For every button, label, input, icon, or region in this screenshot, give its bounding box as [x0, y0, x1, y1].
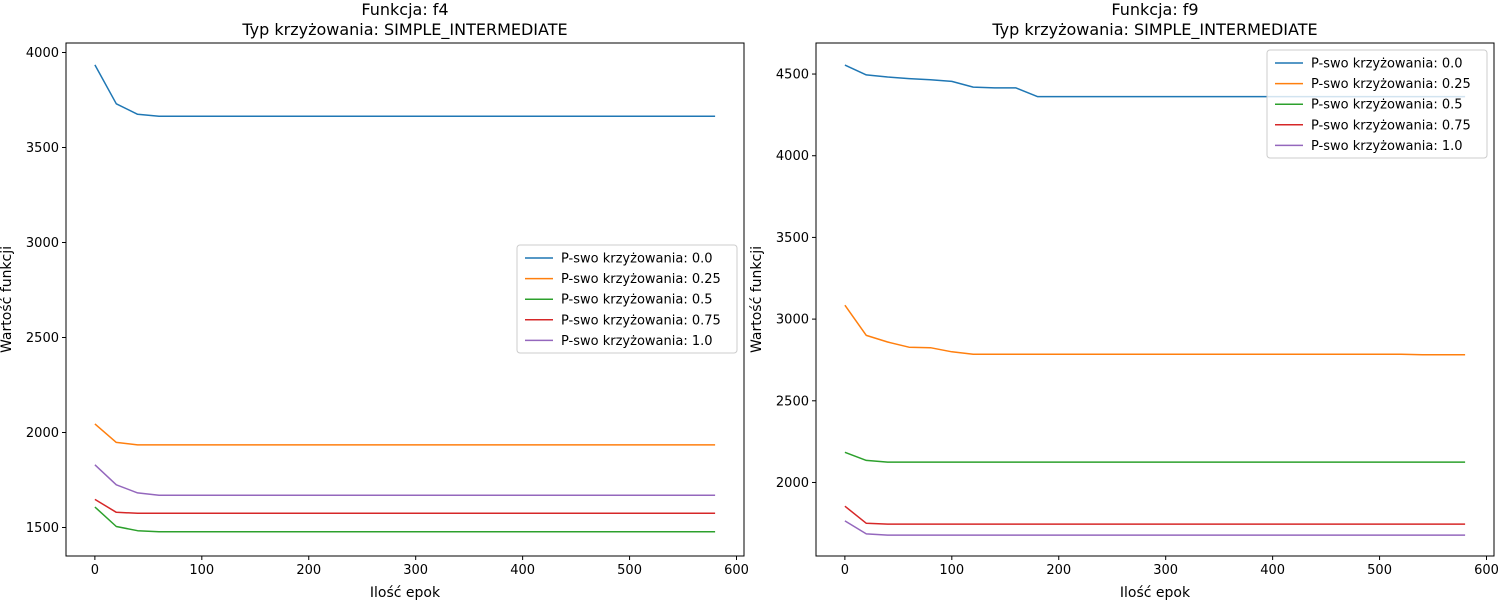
- y-tick-label: 3500: [776, 231, 809, 246]
- chart-subtitle: Typ krzyżowania: SIMPLE_INTERMEDIATE: [241, 20, 567, 40]
- x-tick-label: 500: [617, 563, 642, 578]
- series-line-4: [844, 505, 1466, 525]
- x-tick-label: 600: [1474, 563, 1499, 578]
- x-tick-label: 300: [403, 563, 428, 578]
- legend-label: P-swo krzyżowania: 0.75: [1311, 118, 1471, 133]
- series-line-2: [844, 304, 1466, 356]
- y-axis-label: Wartość funkcji: [749, 246, 765, 353]
- x-tick-label: 500: [1367, 563, 1392, 578]
- y-tick-label: 2000: [776, 476, 809, 491]
- legend-label: P-swo krzyżowania: 1.0: [561, 334, 713, 349]
- x-tick-label: 100: [939, 563, 964, 578]
- series-line-2: [94, 423, 716, 446]
- x-axis-label: Ilość epok: [370, 585, 441, 600]
- legend-label: P-swo krzyżowania: 0.5: [561, 293, 713, 308]
- legend-label: P-swo krzyżowania: 0.5: [1311, 98, 1463, 113]
- legend-label: P-swo krzyżowania: 0.0: [1311, 57, 1463, 72]
- y-tick-label: 1500: [26, 521, 59, 536]
- legend: P-swo krzyżowania: 0.0 P-swo krzyżowania:…: [516, 244, 738, 354]
- y-axis-label: Wartość funkcji: [0, 246, 15, 353]
- chart-title: Funkcja: f4: [361, 0, 448, 19]
- x-tick-label: 400: [510, 563, 535, 578]
- x-tick-label: 600: [724, 563, 749, 578]
- legend-label: P-swo krzyżowania: 0.25: [561, 272, 721, 287]
- x-tick-label: 200: [1046, 563, 1071, 578]
- chart-subtitle: Typ krzyżowania: SIMPLE_INTERMEDIATE: [991, 20, 1317, 40]
- series-line-3: [844, 451, 1466, 463]
- x-axis-label: Ilość epok: [1120, 585, 1191, 600]
- series-line-3: [94, 506, 716, 533]
- y-tick-label: 3000: [776, 313, 809, 328]
- legend-label: P-swo krzyżowania: 1.0: [1311, 139, 1463, 154]
- x-tick-label: 400: [1260, 563, 1285, 578]
- y-tick-label: 4000: [776, 149, 809, 164]
- series-line-1: [94, 64, 716, 117]
- x-tick-label: 0: [91, 563, 99, 578]
- plot-area: [815, 42, 1495, 557]
- y-tick-label: 4500: [776, 68, 809, 83]
- y-tick-label: 4000: [26, 46, 59, 61]
- legend-label: P-swo krzyżowania: 0.0: [561, 252, 713, 267]
- legend-label: P-swo krzyżowania: 0.75: [561, 313, 721, 328]
- x-tick-label: 200: [296, 563, 321, 578]
- chart-title: Funkcja: f9: [1111, 0, 1198, 19]
- legend-label: P-swo krzyżowania: 0.25: [1311, 77, 1471, 92]
- y-tick-label: 2500: [776, 394, 809, 409]
- y-tick-label: 2500: [26, 331, 59, 346]
- x-tick-label: 0: [841, 563, 849, 578]
- legend-box: [516, 244, 738, 354]
- y-tick-label: 3000: [26, 236, 59, 251]
- series-line-5: [844, 520, 1466, 536]
- plot-area: [65, 42, 745, 557]
- legend-box: [1266, 49, 1488, 159]
- x-tick-label: 100: [189, 563, 214, 578]
- series-line-5: [94, 464, 716, 496]
- y-tick-label: 3500: [26, 141, 59, 156]
- y-tick-label: 2000: [26, 426, 59, 441]
- legend: P-swo krzyżowania: 0.0 P-swo krzyżowania:…: [1266, 49, 1488, 159]
- x-tick-label: 300: [1153, 563, 1178, 578]
- series-line-4: [94, 498, 716, 515]
